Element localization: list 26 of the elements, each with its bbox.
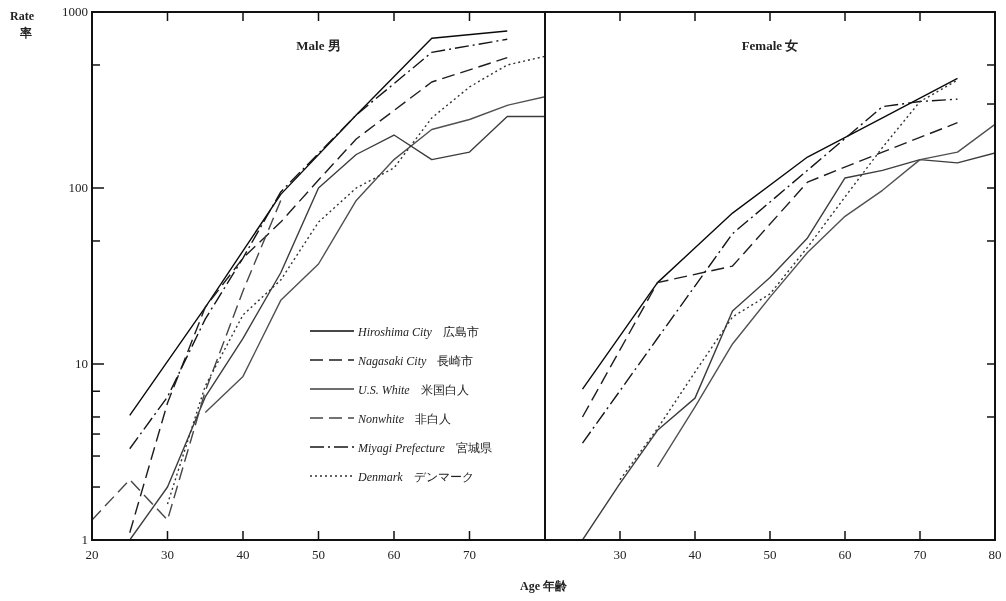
x-tick-label: 50 <box>312 547 325 562</box>
x-tick-label: 30 <box>161 547 174 562</box>
x-axis-title: Age 年齢 <box>520 579 568 593</box>
text: Female 女 <box>741 38 799 53</box>
y-tick-label: 1000 <box>62 4 88 19</box>
x-tick-label: 60 <box>838 547 852 562</box>
x-tick-label: 60 <box>387 547 401 562</box>
legend-label: Hiroshima City 広島市 <box>357 325 479 339</box>
x-tick-label: 20 <box>85 547 99 562</box>
x-tick-label: 70 <box>913 547 927 562</box>
legend-label: Nonwhite 非白人 <box>357 412 452 426</box>
y-axis-title: Rate 率 <box>10 9 35 40</box>
legend-label: Nagasaki City 長崎市 <box>357 354 474 368</box>
legend-label: Denmark デンマーク <box>357 470 474 484</box>
x-tick-label: 70 <box>463 547 476 562</box>
x-tick-label: 40 <box>236 547 250 562</box>
x-tick-label: 30 <box>613 547 627 562</box>
y-tick-label: 1 <box>81 532 88 547</box>
x-tick-label: 80 <box>988 547 1002 562</box>
text: Male 男 <box>296 38 341 53</box>
y-tick-label: 10 <box>75 356 88 371</box>
x-tick-label: 40 <box>688 547 702 562</box>
legend-label: Miyagi Prefecture 宮城県 <box>357 441 492 455</box>
legend-label: U.S. White 米国白人 <box>358 383 469 397</box>
x-tick-label: 50 <box>763 547 777 562</box>
y-tick-label: 100 <box>68 180 88 195</box>
